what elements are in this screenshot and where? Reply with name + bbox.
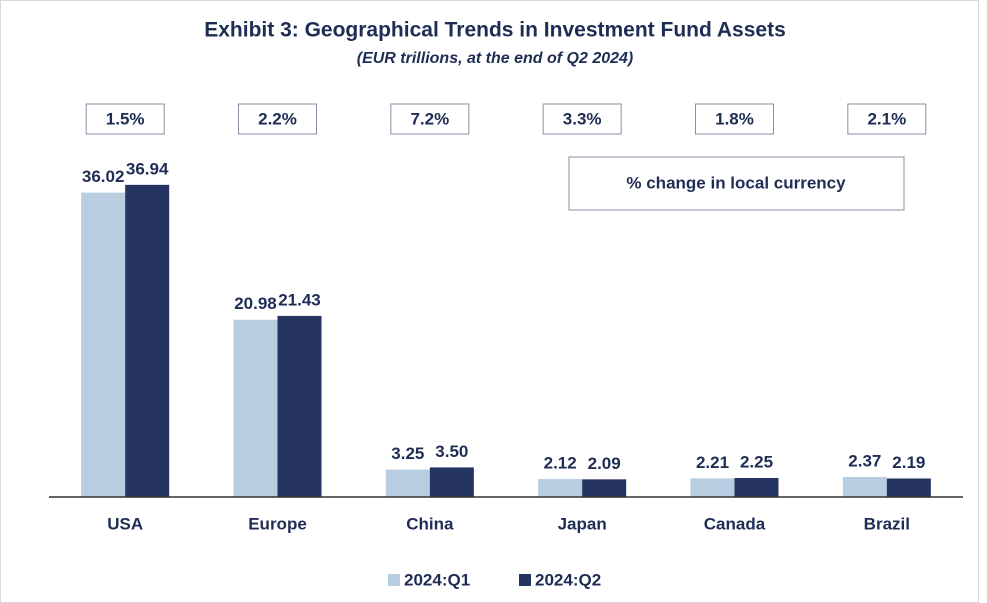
bar (690, 478, 735, 497)
legend-swatch (519, 574, 531, 586)
annotation: % change in local currency (626, 173, 846, 192)
bar (125, 184, 170, 497)
bar (429, 467, 474, 497)
data-label: 36.02 (82, 167, 125, 186)
legend-label: 2024:Q1 (404, 570, 470, 589)
bar (842, 476, 887, 497)
pct-change-box (85, 103, 165, 135)
bar (538, 479, 583, 497)
legend-swatch (388, 574, 400, 586)
data-label: 2.25 (740, 452, 773, 471)
data-label: 36.94 (126, 159, 169, 178)
bar (886, 478, 931, 497)
legend-label: 2024:Q2 (535, 570, 601, 589)
pct-change-box (390, 103, 470, 135)
data-label: 21.43 (278, 290, 321, 309)
x-tick-label: Brazil (864, 514, 910, 533)
pct-change-label: 1.8% (715, 109, 754, 128)
data-label: 2.19 (892, 453, 925, 472)
data-label: 2.12 (544, 454, 577, 473)
x-tick-label: USA (107, 514, 143, 533)
bar (582, 479, 627, 497)
x-tick-label: China (406, 514, 454, 533)
pct-change-box (542, 103, 622, 135)
chart-title: Exhibit 3: Geographical Trends in Invest… (204, 19, 786, 42)
bar (233, 319, 278, 497)
x-tick-label: Canada (704, 514, 766, 533)
pct-change-box (695, 103, 774, 135)
data-label: 3.25 (391, 444, 424, 463)
data-label: 2.09 (588, 454, 621, 473)
pct-change-label: 3.3% (563, 109, 602, 128)
pct-change-label: 2.1% (867, 109, 906, 128)
pct-change-label: 7.2% (410, 109, 449, 128)
bar (385, 469, 430, 497)
bar (734, 477, 779, 497)
bar (81, 192, 126, 498)
pct-change-box (238, 103, 317, 135)
chart-subtitle: (EUR trillions, at the end of Q2 2024) (357, 50, 634, 67)
data-label: 2.37 (848, 451, 881, 470)
x-tick-label: Japan (558, 514, 607, 533)
data-label: 2.21 (696, 453, 729, 472)
pct-change-label: 1.5% (106, 109, 145, 128)
pct-change-label: 2.2% (258, 109, 297, 128)
bar (277, 315, 322, 497)
x-tick-label: Europe (248, 514, 307, 533)
data-label: 20.98 (234, 294, 277, 313)
annotation-box (568, 156, 905, 211)
data-label: 3.50 (435, 442, 468, 461)
pct-change-box (847, 103, 927, 135)
